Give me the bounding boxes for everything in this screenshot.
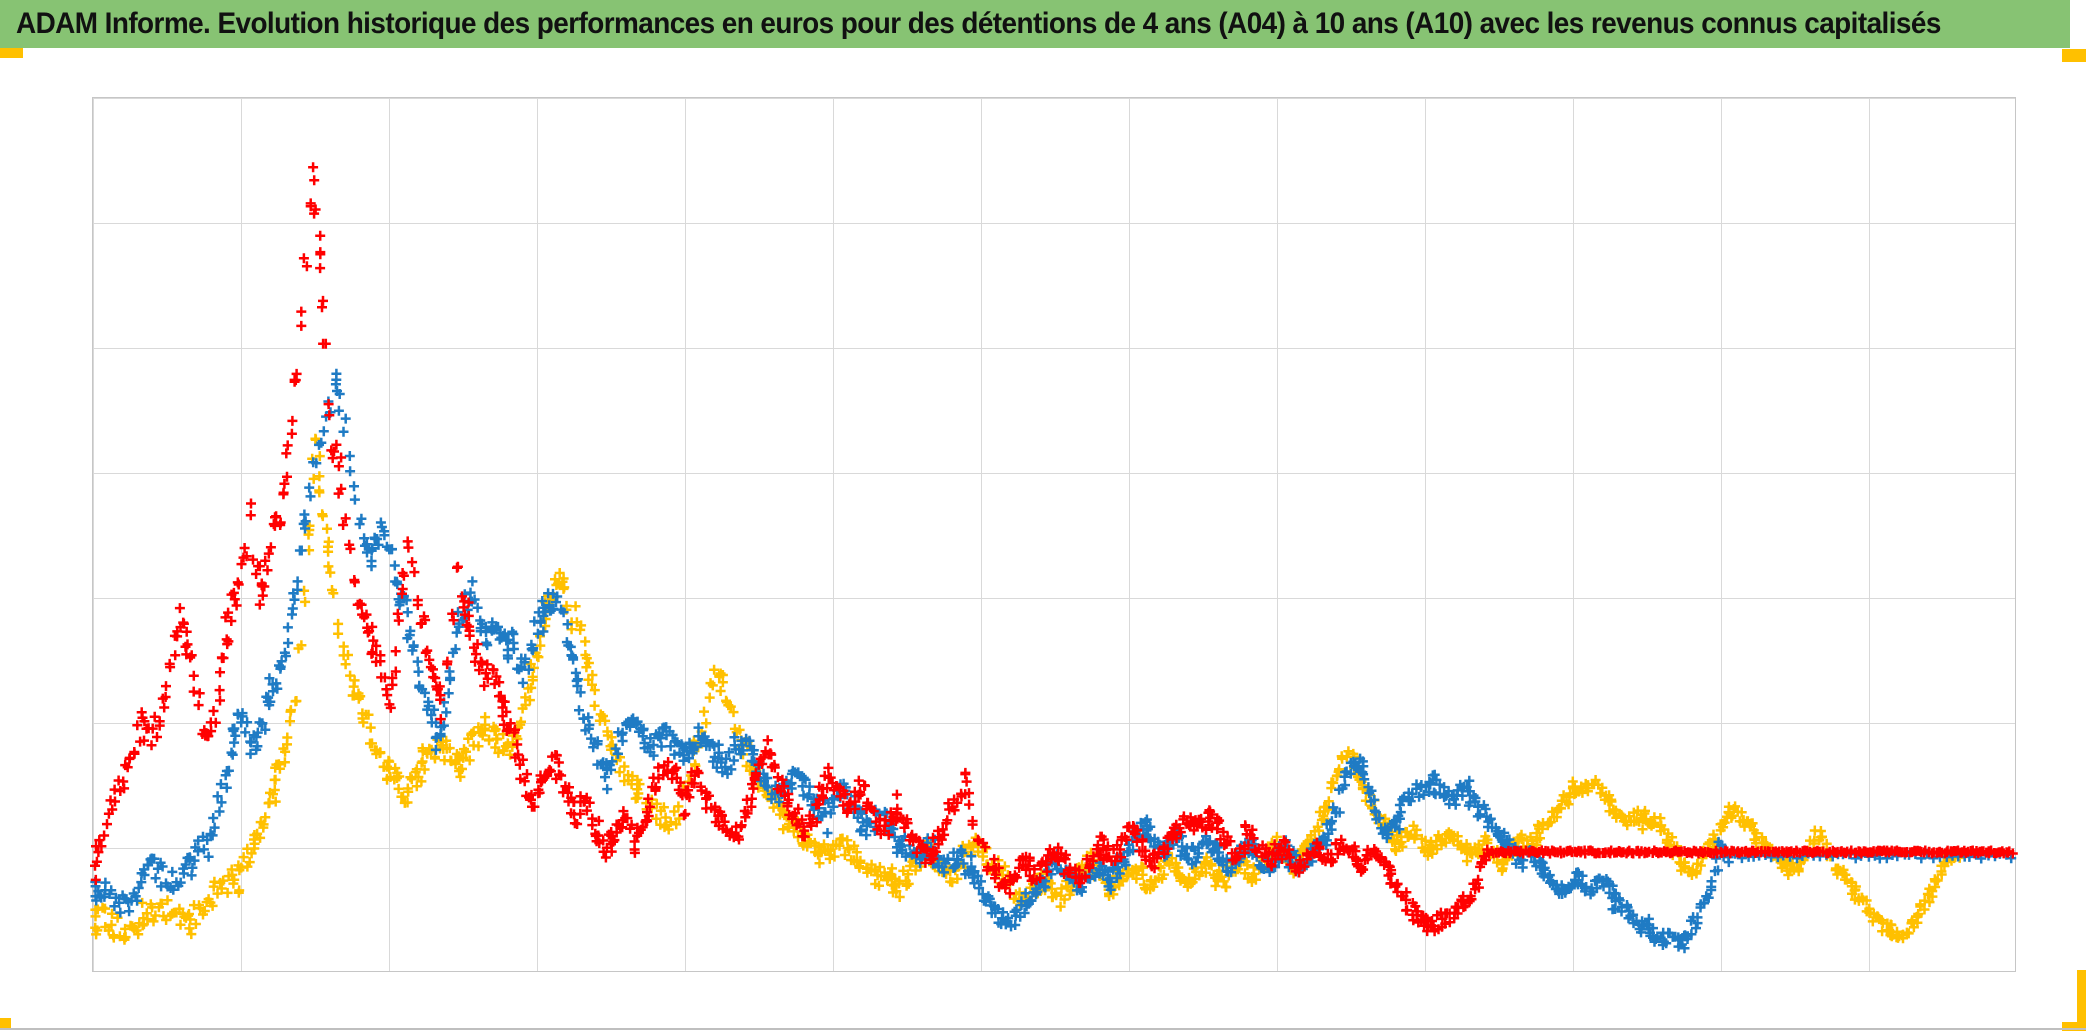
chart-plot-area <box>92 97 2016 972</box>
page-title: ADAM Informe. Evolution historique des p… <box>16 7 1941 40</box>
corner-mark-top-left <box>0 48 23 58</box>
title-bar: ADAM Informe. Evolution historique des p… <box>0 0 2070 48</box>
bottom-divider-line <box>0 1028 2086 1030</box>
corner-mark-bottom-left <box>0 1018 11 1030</box>
corner-mark-bottom-right-vertical <box>2077 970 2086 1031</box>
corner-mark-top-right <box>2062 49 2086 62</box>
corner-mark-bottom-right-horizontal <box>2062 1022 2086 1031</box>
